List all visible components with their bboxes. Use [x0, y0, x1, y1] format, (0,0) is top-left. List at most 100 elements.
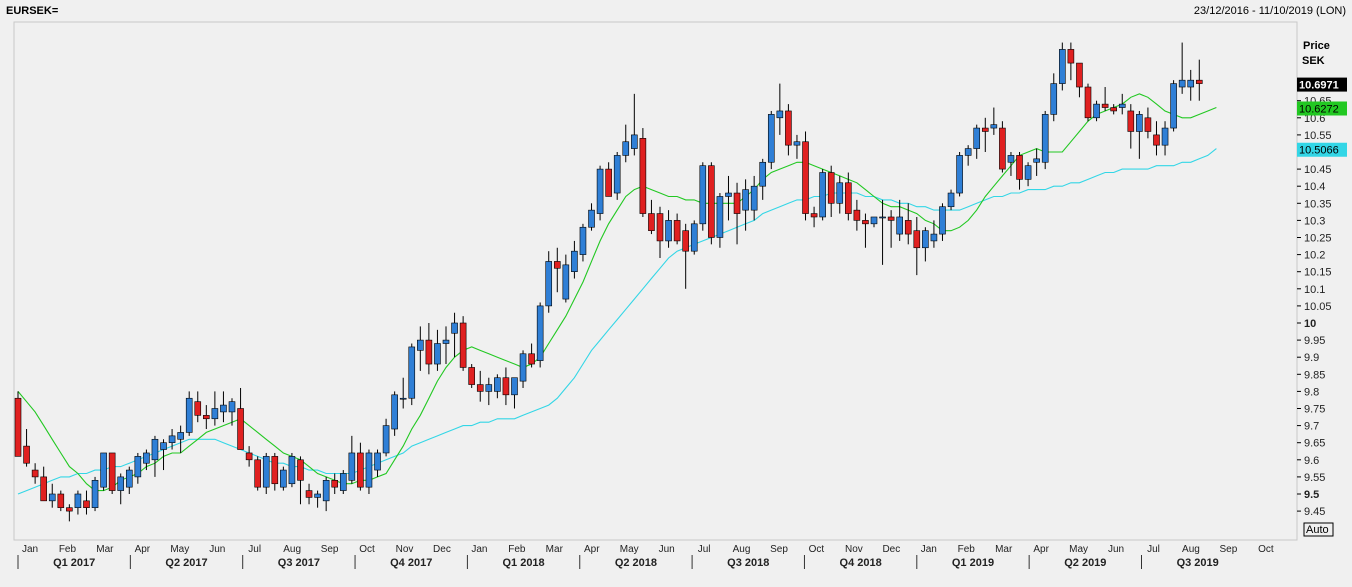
- month-label: Jan: [22, 544, 38, 555]
- quarter-label: Q1 2018: [502, 557, 544, 569]
- month-label: Aug: [1182, 544, 1200, 555]
- candle-down: [31, 463, 39, 484]
- candle-body: [562, 264, 570, 300]
- candle-body: [262, 456, 270, 488]
- candle-up: [699, 162, 707, 231]
- candle-down: [331, 473, 339, 494]
- candle-body: [391, 394, 398, 430]
- month-label: Jan: [921, 544, 937, 555]
- candle-down: [1110, 104, 1117, 115]
- candle-up: [151, 435, 159, 477]
- month-label: Jan: [471, 544, 487, 555]
- candle-down: [245, 446, 253, 467]
- candle-body: [759, 161, 767, 187]
- month-label: Jun: [1108, 544, 1124, 555]
- candle-down: [1016, 152, 1023, 190]
- candle-down: [1076, 62, 1083, 98]
- quarter-label: Q4 2018: [840, 557, 882, 569]
- candle-down: [57, 490, 65, 512]
- y-tick-label: 9.85: [1304, 369, 1325, 381]
- candle-body: [785, 110, 792, 146]
- candle-body: [1067, 49, 1075, 64]
- candle-body: [776, 110, 784, 119]
- svg-text:10.5066: 10.5066: [1299, 145, 1339, 157]
- candle-up: [767, 110, 775, 170]
- candle-body: [271, 456, 279, 485]
- month-label: Apr: [584, 544, 600, 555]
- quarter-label: Q2 2019: [1064, 557, 1106, 569]
- candle-up: [117, 473, 125, 505]
- candle-body: [66, 507, 73, 512]
- candle-up: [434, 329, 441, 371]
- month-label: Dec: [882, 544, 900, 555]
- candle-up: [74, 490, 82, 515]
- candle-up: [382, 418, 390, 457]
- candle-up: [596, 165, 604, 221]
- candle-body: [1118, 103, 1126, 108]
- candle-body: [690, 223, 698, 252]
- candle-up: [1033, 148, 1040, 176]
- candle-down: [1127, 104, 1135, 149]
- candle-body: [459, 322, 467, 368]
- month-label: May: [620, 544, 639, 555]
- candle-up: [442, 326, 450, 365]
- candle-body: [1093, 103, 1100, 119]
- candle-body: [802, 141, 809, 214]
- candle-down: [553, 247, 561, 293]
- month-label: Jul: [248, 544, 261, 555]
- candle-up: [579, 223, 587, 262]
- candle-down: [999, 121, 1006, 173]
- candle-body: [1127, 110, 1135, 132]
- month-label: May: [170, 544, 189, 555]
- candle-down: [297, 456, 304, 505]
- candle-up: [314, 490, 321, 508]
- candle-down: [1101, 87, 1109, 111]
- candle-up: [451, 312, 458, 358]
- month-label: Aug: [733, 544, 751, 555]
- candle-body: [1101, 103, 1109, 108]
- candle-up: [622, 124, 630, 163]
- candle-body: [571, 250, 578, 272]
- candle-up: [220, 391, 227, 423]
- auto-scale-button[interactable]: Auto: [1303, 522, 1334, 537]
- candle-body: [793, 141, 801, 146]
- candle-body: [1144, 117, 1152, 132]
- candle-up: [956, 152, 963, 197]
- candle-up: [48, 483, 56, 508]
- candle-body: [220, 404, 227, 413]
- candle-up: [571, 240, 578, 279]
- candle-body: [682, 230, 689, 252]
- candle-body: [280, 469, 287, 488]
- quarter-label: Q3 2017: [278, 557, 320, 569]
- candle-down: [862, 213, 869, 248]
- candle-body: [74, 493, 82, 508]
- candle-down: [528, 343, 535, 368]
- candle-down: [639, 128, 647, 217]
- candle-body: [656, 213, 664, 242]
- ma-long-tag: 10.5066: [1297, 142, 1347, 157]
- candle-body: [382, 425, 390, 454]
- candle-up: [776, 83, 784, 135]
- symbol-label: EURSEK=: [6, 5, 59, 17]
- candle-up: [228, 398, 236, 426]
- candle-body: [750, 185, 758, 211]
- month-label: Sep: [770, 544, 788, 555]
- candle-body: [117, 476, 125, 491]
- candle-body: [14, 397, 22, 457]
- candle-body: [922, 230, 929, 249]
- candle-body: [357, 452, 364, 488]
- y-tick-label: 9.7: [1304, 421, 1319, 433]
- candle-down: [23, 429, 30, 467]
- candle-up: [759, 158, 767, 200]
- candle-body: [494, 377, 501, 392]
- price-axis-title: Price: [1303, 40, 1330, 52]
- candle-body: [853, 209, 861, 221]
- candle-up: [125, 466, 133, 494]
- candle-body: [442, 339, 450, 344]
- candle-body: [245, 452, 253, 461]
- candle-down: [108, 452, 116, 494]
- candle-body: [476, 384, 484, 392]
- candle-up: [750, 175, 758, 221]
- candle-body: [862, 220, 869, 225]
